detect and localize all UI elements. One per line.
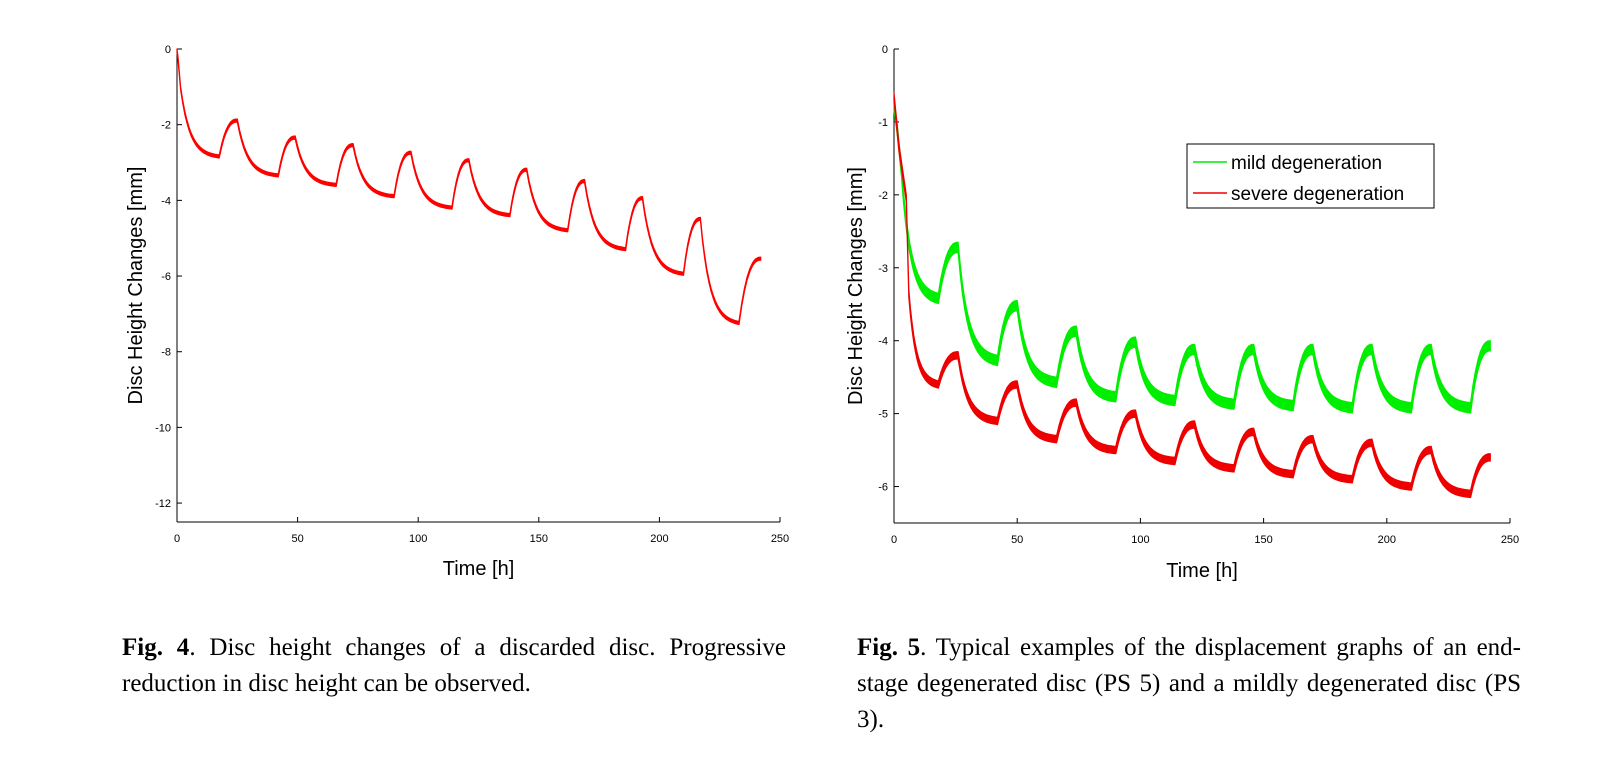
- x-tick-label: 100: [409, 533, 427, 545]
- fig5-chart: 0 -1 -2 -3 -4 -5 -6 0 50 100 150 200 250 Time [h] Disc…: [845, 44, 1519, 582]
- fig5-caption: Fig. 5. Typical examples of the displace…: [857, 630, 1521, 738]
- x-axis-label: Time [h]: [1166, 560, 1238, 582]
- y-tick-label: -4: [878, 336, 888, 348]
- fig5-caption-label: Fig. 5: [857, 634, 921, 661]
- y-tick-label: -12: [155, 498, 171, 510]
- fig5-caption-text: . Typical examples of the displacement g…: [857, 634, 1522, 733]
- y-tick-label: -8: [161, 347, 171, 359]
- y-tick-label: 0: [165, 44, 171, 56]
- x-tick-label: 50: [291, 533, 303, 545]
- x-tick-label: 150: [1254, 534, 1272, 546]
- fig4-caption-label: Fig. 4: [122, 634, 190, 661]
- series-line-severe-degeneration: [893, 92, 1491, 499]
- y-tick-label: -2: [161, 120, 171, 132]
- series-line-mild-degeneration: [893, 99, 1491, 414]
- y-tick-label: -6: [878, 482, 888, 494]
- fig4-caption-text: . Disc height changes of a discarded dis…: [122, 634, 786, 697]
- x-tick-label: 250: [771, 533, 789, 545]
- y-tick-label: -3: [878, 263, 888, 275]
- legend-entry: mild degeneration: [1231, 153, 1382, 174]
- y-tick-label: -4: [161, 195, 171, 207]
- fig4-chart: 0 -2 -4 -6 -8 -10 -12 0 50 100 150 200 250 Time [h] Di…: [125, 44, 789, 580]
- legend-box: [1186, 143, 1435, 209]
- x-tick-label: 150: [530, 533, 548, 545]
- series-line-disc-height: [176, 48, 762, 326]
- legend-entry: severe degeneration: [1231, 184, 1404, 205]
- y-tick-label: -10: [155, 422, 171, 434]
- x-tick-label: 0: [891, 534, 897, 546]
- x-tick-label: 200: [1378, 534, 1396, 546]
- y-axis-label: Disc Height Changes [mm]: [125, 167, 147, 405]
- y-tick-label: -6: [161, 271, 171, 283]
- y-tick-label: 0: [882, 44, 888, 56]
- x-tick-label: 250: [1501, 534, 1519, 546]
- x-tick-label: 200: [650, 533, 668, 545]
- y-tick-label: -1: [878, 117, 888, 129]
- x-tick-label: 0: [174, 533, 180, 545]
- x-tick-label: 50: [1011, 534, 1023, 546]
- y-axis-label: Disc Height Changes [mm]: [845, 167, 867, 405]
- fig4-caption: Fig. 4. Disc height changes of a discard…: [122, 630, 786, 702]
- y-tick-label: -2: [878, 190, 888, 202]
- x-axis-label: Time [h]: [443, 558, 515, 580]
- x-tick-label: 100: [1131, 534, 1149, 546]
- y-tick-label: -5: [878, 409, 888, 421]
